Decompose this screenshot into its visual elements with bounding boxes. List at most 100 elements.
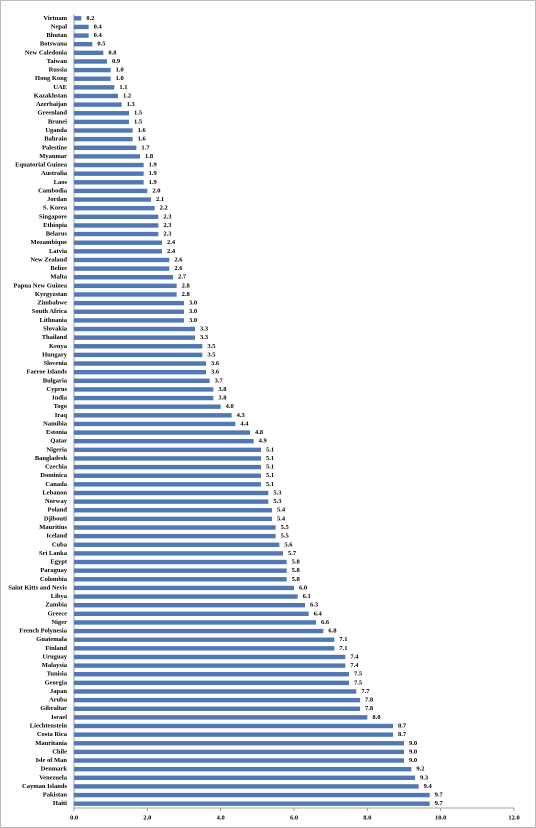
- bar: [74, 205, 155, 211]
- bar: [74, 85, 115, 90]
- y-tick-label: New Zealand: [30, 256, 67, 263]
- y-tick-label: Cuba: [52, 541, 68, 548]
- value-label: 2.4: [167, 239, 176, 246]
- x-tick-label: 6.0: [290, 814, 298, 821]
- value-label: 2.3: [163, 231, 172, 238]
- y-tick-label: Iceland: [46, 533, 67, 540]
- y-tick-label: Aruba: [49, 697, 68, 704]
- bar: [74, 335, 195, 340]
- bar: [74, 421, 236, 427]
- bar: [74, 413, 232, 418]
- value-label: 3.3: [200, 325, 209, 332]
- y-tick-label: Libya: [51, 593, 68, 600]
- y-tick-label: Iraq: [55, 412, 68, 419]
- y-tick-label: Canada: [45, 481, 67, 488]
- bar: [74, 188, 148, 194]
- bar: [74, 145, 137, 150]
- value-label: 2.6: [174, 265, 183, 272]
- value-label: 5.5: [281, 524, 290, 531]
- bar: [74, 533, 276, 539]
- y-tick-label: Faeroe Islands: [26, 369, 67, 376]
- bar: [74, 404, 221, 409]
- bar: [74, 516, 272, 522]
- y-tick-label: Niger: [51, 619, 67, 626]
- bar: [74, 180, 144, 185]
- value-label: 2.4: [167, 248, 176, 255]
- value-label: 7.4: [350, 653, 359, 660]
- value-label: 2.3: [163, 213, 172, 220]
- bar: [74, 602, 305, 608]
- y-tick-label: Djibouti: [44, 515, 67, 522]
- bar: [74, 801, 430, 806]
- bar: [74, 594, 298, 599]
- value-label: 9.4: [424, 783, 433, 790]
- bar: [74, 76, 111, 81]
- bar: [74, 67, 111, 73]
- bar: [74, 292, 177, 297]
- value-label: 9.7: [435, 800, 444, 807]
- bar: [74, 637, 335, 642]
- bar: [74, 620, 316, 625]
- y-tick-label: Bulgaria: [43, 377, 68, 384]
- bar: [74, 758, 404, 763]
- bar: [74, 162, 144, 168]
- y-tick-label: Hungary: [42, 351, 68, 358]
- value-label: 9.2: [416, 766, 424, 773]
- value-label: 8.0: [372, 714, 380, 721]
- value-label: 0.2: [86, 15, 94, 22]
- value-label: 2.6: [174, 256, 183, 263]
- y-tick-label: Greece: [48, 610, 67, 617]
- bar: [74, 706, 360, 711]
- bar: [74, 482, 261, 487]
- y-tick-label: Paraguay: [40, 567, 67, 574]
- value-label: 1.9: [149, 162, 158, 169]
- bar: [74, 136, 133, 142]
- bar: [74, 672, 349, 677]
- bar: [74, 128, 133, 133]
- bar: [74, 689, 357, 694]
- y-tick-label: Japan: [50, 688, 67, 695]
- x-tick-label: 0.0: [70, 814, 78, 821]
- bar: [74, 792, 430, 798]
- y-tick-label: Kyrgyzstan: [35, 291, 68, 298]
- y-tick-label: Azerbaijan: [36, 101, 67, 108]
- bar: [74, 33, 89, 38]
- bar: [74, 171, 144, 176]
- y-tick-label: Czechia: [45, 464, 68, 471]
- bar: [74, 223, 159, 228]
- value-label: 6.0: [299, 584, 307, 591]
- value-label: 3.0: [189, 300, 197, 307]
- value-label: 5.1: [266, 464, 274, 471]
- value-label: 1.6: [138, 127, 147, 134]
- y-tick-label: Jordan: [47, 196, 67, 203]
- value-label: 5.8: [292, 567, 301, 574]
- y-tick-label: Georgia: [45, 679, 68, 686]
- bar: [74, 309, 184, 314]
- bar: [74, 508, 272, 513]
- value-label: 2.7: [178, 274, 187, 281]
- value-label: 1.5: [134, 110, 143, 117]
- value-label: 6.3: [310, 602, 319, 609]
- value-label: 3.6: [211, 360, 220, 367]
- bar: [74, 231, 159, 237]
- y-tick-label: Russia: [49, 67, 68, 74]
- y-tick-label: Qatar: [50, 438, 67, 445]
- y-tick-label: Zambia: [45, 602, 67, 609]
- x-tick-label: 8.0: [363, 814, 371, 821]
- y-tick-label: Gibraltar: [40, 705, 67, 712]
- bar: [74, 257, 170, 263]
- value-label: 0.9: [112, 58, 121, 65]
- y-tick-label: Cambodia: [38, 187, 68, 194]
- y-tick-label: South Africa: [32, 308, 68, 315]
- y-tick-label: Namibia: [43, 420, 68, 427]
- value-label: 2.1: [156, 196, 164, 203]
- y-tick-label: Mozambique: [31, 239, 68, 246]
- bar: [74, 439, 254, 444]
- value-label: 5.4: [277, 507, 286, 514]
- y-tick-label: Cyprus: [46, 386, 67, 393]
- y-tick-label: Uruguay: [42, 653, 67, 660]
- y-tick-label: UAE: [53, 84, 67, 91]
- value-label: 1.9: [149, 179, 158, 186]
- y-tick-label: Guatemala: [36, 636, 67, 643]
- value-label: 6.8: [328, 628, 337, 635]
